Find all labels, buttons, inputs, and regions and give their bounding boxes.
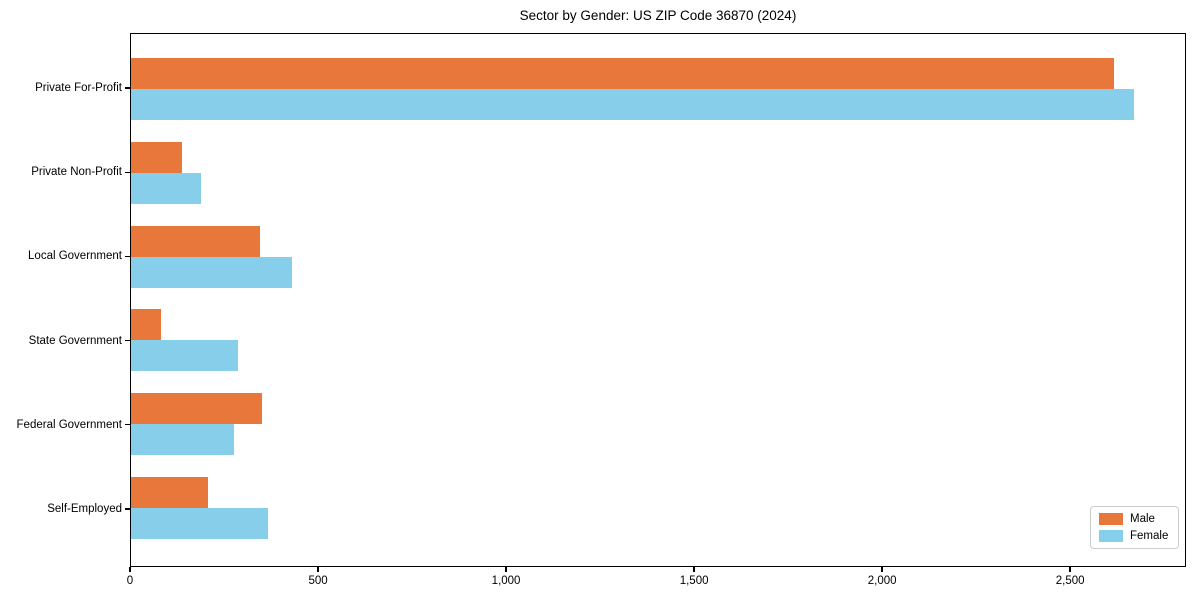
bar-group	[131, 215, 1185, 299]
legend-label: Female	[1130, 530, 1169, 542]
x-tick-label: 0	[126, 575, 134, 587]
bar-female	[131, 172, 201, 204]
legend-entry: Male	[1099, 513, 1170, 525]
x-tick-mark	[505, 567, 507, 572]
bar-group	[131, 466, 1185, 550]
x-tick-mark	[129, 567, 131, 572]
bar-female	[131, 508, 268, 540]
x-tick-label: 1,500	[679, 575, 709, 587]
x-tick-label: 2,000	[867, 575, 897, 587]
bar-male	[131, 393, 262, 425]
plot-area	[130, 33, 1186, 567]
y-tick-label: Federal Government	[16, 418, 122, 431]
legend-swatch-male	[1099, 513, 1123, 525]
legend-swatch-female	[1099, 530, 1123, 542]
bar-female	[131, 256, 293, 288]
bar-group	[131, 298, 1185, 382]
x-tick-label: 2,500	[1055, 575, 1085, 587]
x-tick-mark	[693, 567, 695, 572]
bar-male	[131, 309, 162, 341]
bar-male	[131, 57, 1114, 89]
legend-label: Male	[1130, 513, 1155, 525]
y-tick-label: Self-Employed	[47, 502, 122, 515]
x-tick-mark	[881, 567, 883, 572]
y-tick-label: State Government	[28, 334, 122, 347]
bar-female	[131, 340, 238, 372]
bar-group	[131, 47, 1185, 131]
legend: Male Female	[1090, 506, 1179, 549]
bar-female	[131, 88, 1134, 120]
y-tick-mark	[125, 339, 130, 342]
chart-title: Sector by Gender: US ZIP Code 36870 (202…	[519, 8, 797, 23]
bar-female	[131, 424, 235, 456]
y-tick-mark	[125, 508, 130, 510]
y-tick-label: Private For-Profit	[35, 82, 122, 95]
x-tick-mark	[1069, 567, 1071, 572]
bar-male	[131, 141, 182, 173]
y-tick-mark	[125, 87, 130, 89]
y-tick-mark	[125, 255, 130, 258]
y-axis: Private For-Profit Private Non-Profit Loca…	[0, 33, 122, 567]
bar-male	[131, 477, 208, 509]
bar-group	[131, 131, 1185, 215]
x-tick-label: 1,000	[491, 575, 521, 587]
x-tick-mark	[317, 567, 319, 572]
y-tick-label: Private Non-Profit	[31, 166, 122, 179]
y-tick-mark	[125, 171, 130, 173]
bar-male	[131, 225, 261, 257]
x-tick-label: 500	[308, 575, 328, 587]
bar-group	[131, 382, 1185, 466]
y-tick-label: Local Government	[28, 250, 122, 263]
y-tick-mark	[125, 424, 130, 426]
legend-entry: Female	[1099, 530, 1170, 542]
